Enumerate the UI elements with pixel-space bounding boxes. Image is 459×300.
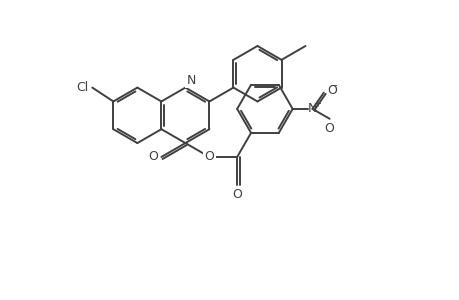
Text: O: O: [148, 150, 158, 164]
Text: O: O: [232, 188, 241, 201]
Text: +: +: [313, 99, 321, 109]
Text: O: O: [324, 122, 334, 135]
Text: Cl: Cl: [76, 81, 88, 94]
Text: −: −: [329, 81, 337, 91]
Text: N: N: [307, 102, 316, 116]
Text: N: N: [186, 74, 196, 87]
Text: O: O: [326, 84, 336, 97]
Text: O: O: [204, 150, 214, 164]
